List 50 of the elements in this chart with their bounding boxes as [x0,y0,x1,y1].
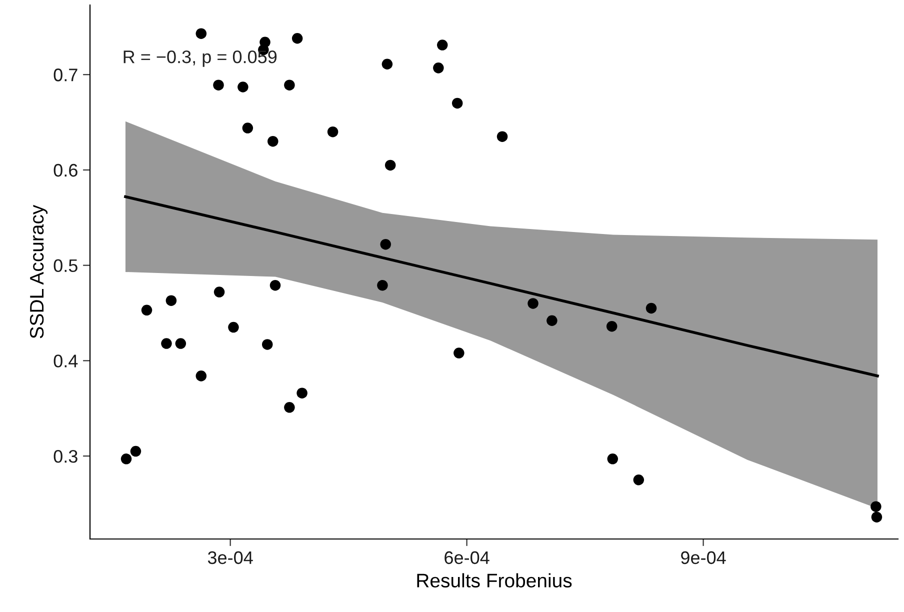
point [175,338,186,349]
line-series [124,195,879,378]
point [141,304,152,316]
point [242,122,254,134]
point [607,454,618,464]
point [213,80,224,90]
point [270,280,281,291]
point [870,501,882,512]
point [292,32,303,44]
point [262,339,273,350]
point [436,40,448,50]
point [196,28,207,39]
y-tick-label: 0.7 [54,68,78,82]
point [646,302,657,314]
y-tick-label: 0.3 [54,450,78,463]
point [284,402,295,413]
point [120,454,132,464]
y-tick-label: 0.4 [54,354,78,368]
point [454,348,464,358]
point [196,370,207,382]
point [327,126,338,138]
point [214,286,225,298]
point [228,322,239,333]
point [377,280,388,291]
y-axis-title: SSDL Accuracy [30,204,48,338]
y-tick-label: 0.5 [54,259,78,272]
point [268,136,278,147]
y-tick-label: 0.6 [54,164,78,177]
x-tick-label: 6e-04 [444,551,490,564]
point [496,131,508,142]
point [871,512,882,522]
point [380,238,391,250]
point [452,98,463,109]
point [528,298,538,309]
point [633,474,644,486]
point [296,388,308,398]
point [382,58,393,70]
annotation: R = −0.3, p = 0.059 [124,50,277,67]
point [546,315,558,326]
x-tick-label: 9e-04 [681,551,726,564]
x-axis-title: Results Frobenius [417,573,572,588]
point [130,446,142,457]
point [433,62,444,74]
point [161,338,172,349]
point [384,160,396,171]
point [606,320,618,332]
point [238,82,248,92]
x-tick-label: 3e-04 [208,551,253,564]
point [284,80,295,90]
point [166,295,177,306]
